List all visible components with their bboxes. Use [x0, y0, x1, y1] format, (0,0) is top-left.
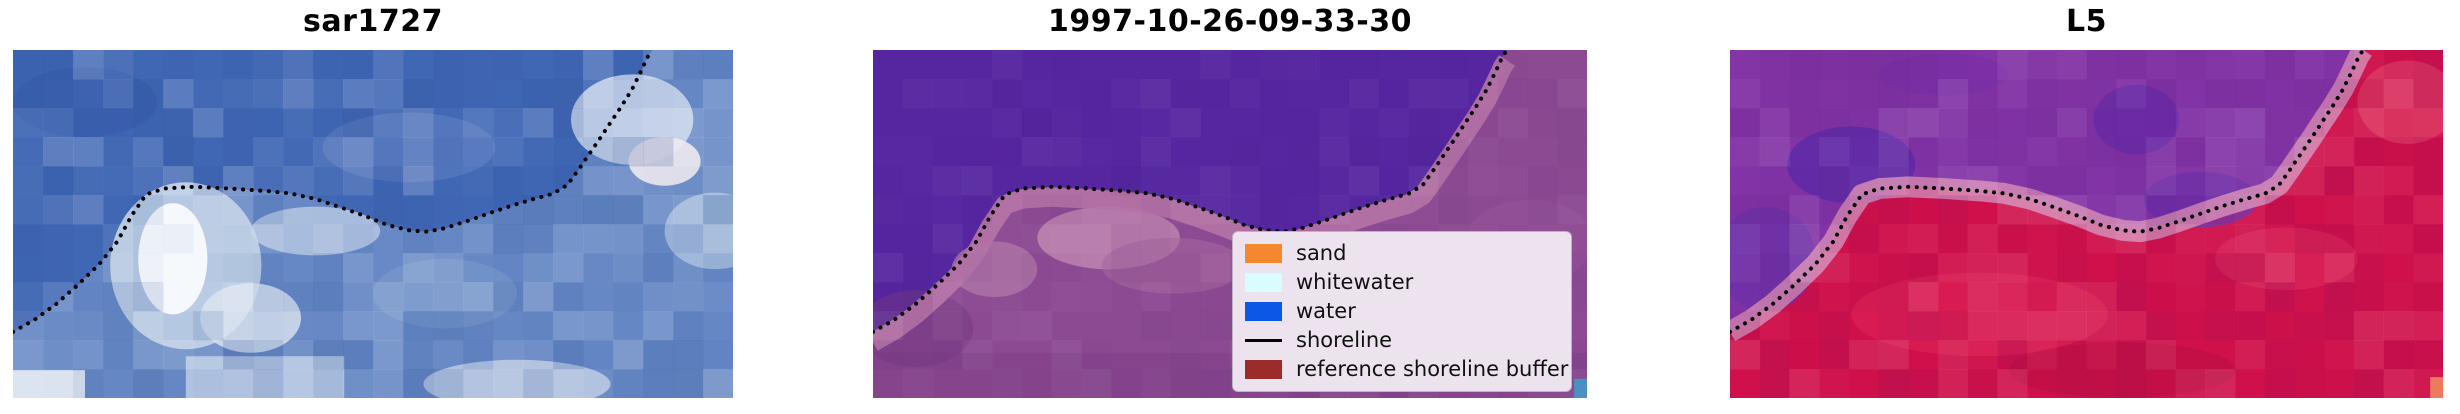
- legend-label-shoreline: shoreline: [1296, 328, 1393, 352]
- shoreline-dots: [1730, 50, 2366, 334]
- panel-title-classified: 1997-10-26-09-33-30: [1048, 4, 1412, 39]
- water-swatch: [1245, 302, 1282, 321]
- legend-label-whitewater: whitewater: [1296, 270, 1414, 294]
- legend-label-sand: sand: [1296, 241, 1347, 265]
- panel-sar1727: sar1727: [13, 0, 733, 414]
- legend-row-sand: sand: [1245, 239, 1563, 268]
- corner-pixel: [1574, 378, 1587, 398]
- legend-row-shoreline: shoreline: [1245, 326, 1563, 355]
- legend-label-reference-buffer: reference shoreline buffer: [1296, 357, 1569, 381]
- panel-title-l5: L5: [2066, 4, 2107, 39]
- shoreline-dots: [873, 50, 1509, 334]
- panel-title-sar1727: sar1727: [303, 4, 443, 39]
- sar-image-canvas: [13, 50, 733, 398]
- panel-l5: L5: [1730, 0, 2443, 414]
- l5-image: [1730, 50, 2443, 398]
- shoreline-line-swatch: [1245, 339, 1282, 342]
- corner-pixel: [2430, 377, 2443, 398]
- legend-row-reference-buffer: reference shoreline buffer: [1245, 355, 1568, 384]
- whitewater-swatch: [1245, 273, 1282, 292]
- reference-buffer-swatch: [1245, 360, 1282, 379]
- panel-classified: 1997-10-26-09-33-30 sand whitewater wate…: [873, 0, 1587, 414]
- sand-swatch: [1245, 244, 1282, 263]
- legend-row-water: water: [1245, 297, 1563, 326]
- classified-image: sand whitewater water shoreline referenc…: [873, 50, 1587, 398]
- shoreline-dots: [13, 50, 655, 334]
- legend-label-water: water: [1296, 299, 1356, 323]
- legend-row-whitewater: whitewater: [1245, 268, 1563, 297]
- legend: sand whitewater water shoreline referenc…: [1232, 231, 1572, 392]
- l5-image-canvas: [1730, 50, 2443, 398]
- sar-image: [13, 50, 733, 398]
